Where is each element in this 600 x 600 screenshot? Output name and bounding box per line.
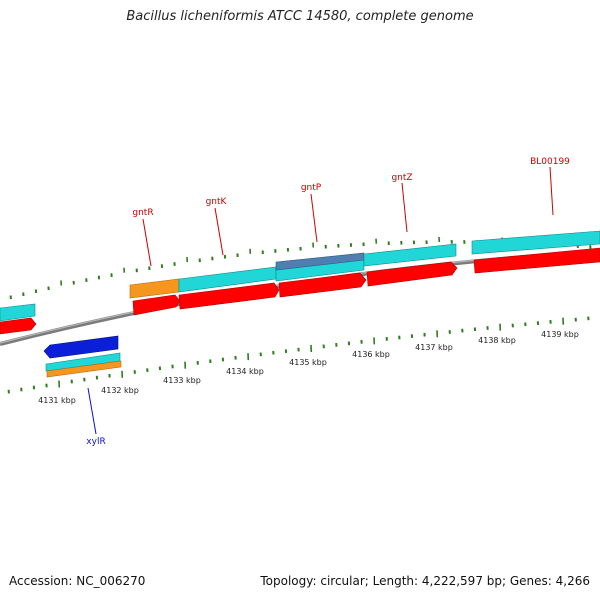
leader-line: [87, 387, 97, 435]
reverse-feature-track: [43, 335, 122, 378]
misc-feature-block[interactable]: [46, 360, 122, 378]
leader-line: [214, 207, 224, 256]
cds-arrow[interactable]: [0, 317, 37, 335]
leader-line: [401, 182, 408, 233]
kbp-labels: 4131 kbp 4132 kbp 4133 kbp 4134 kbp 4135 kbp…: [38, 330, 579, 405]
reverse-cds-arrow[interactable]: [43, 335, 119, 359]
cds-arrow[interactable]: [178, 282, 280, 310]
gene-block[interactable]: [0, 303, 36, 322]
misc-feature-block[interactable]: [129, 278, 180, 299]
gene-label-xylR[interactable]: xylR: [86, 437, 105, 447]
leader-line: [549, 166, 554, 216]
gene-label-gntP[interactable]: gntP: [301, 183, 322, 193]
gene-label-gntZ[interactable]: gntZ: [391, 173, 412, 183]
gene-label-BL00199[interactable]: BL00199: [530, 157, 570, 167]
kbp-label: 4132 kbp: [101, 386, 139, 395]
cds-arrow[interactable]: [278, 272, 367, 298]
kbp-label: 4131 kbp: [38, 396, 76, 405]
map-title: Bacillus licheniformis ATCC 14580, compl…: [126, 9, 474, 24]
gene-leader-lines: [87, 166, 554, 435]
kbp-label: 4138 kbp: [478, 336, 516, 345]
gene-label-gntK[interactable]: gntK: [206, 197, 228, 207]
kbp-label: 4139 kbp: [541, 330, 579, 339]
kbp-label: 4134 kbp: [226, 367, 264, 376]
cds-arrow[interactable]: [473, 247, 600, 274]
kbp-label: 4133 kbp: [163, 376, 201, 385]
genome-summary: Topology: circular; Length: 4,222,597 bp…: [260, 574, 590, 588]
gene-label-gntR[interactable]: gntR: [132, 208, 153, 218]
forward-cds-track: [0, 247, 600, 335]
accession-label: Accession: NC_006270: [9, 574, 146, 588]
cds-arrow[interactable]: [366, 261, 458, 287]
cds-arrow[interactable]: [132, 294, 181, 316]
kbp-label: 4135 kbp: [289, 358, 327, 367]
tick-ring-reverse: [7, 316, 590, 394]
kbp-label: 4137 kbp: [415, 343, 453, 352]
leader-line: [142, 218, 152, 267]
kbp-label: 4136 kbp: [352, 350, 390, 359]
forward-gene-track: [0, 230, 600, 322]
gene-labels: gntR gntK gntP gntZ BL00199 xylR: [86, 157, 570, 447]
leader-line: [310, 193, 318, 243]
gene-block[interactable]: [363, 243, 457, 267]
gene-block[interactable]: [471, 230, 600, 255]
